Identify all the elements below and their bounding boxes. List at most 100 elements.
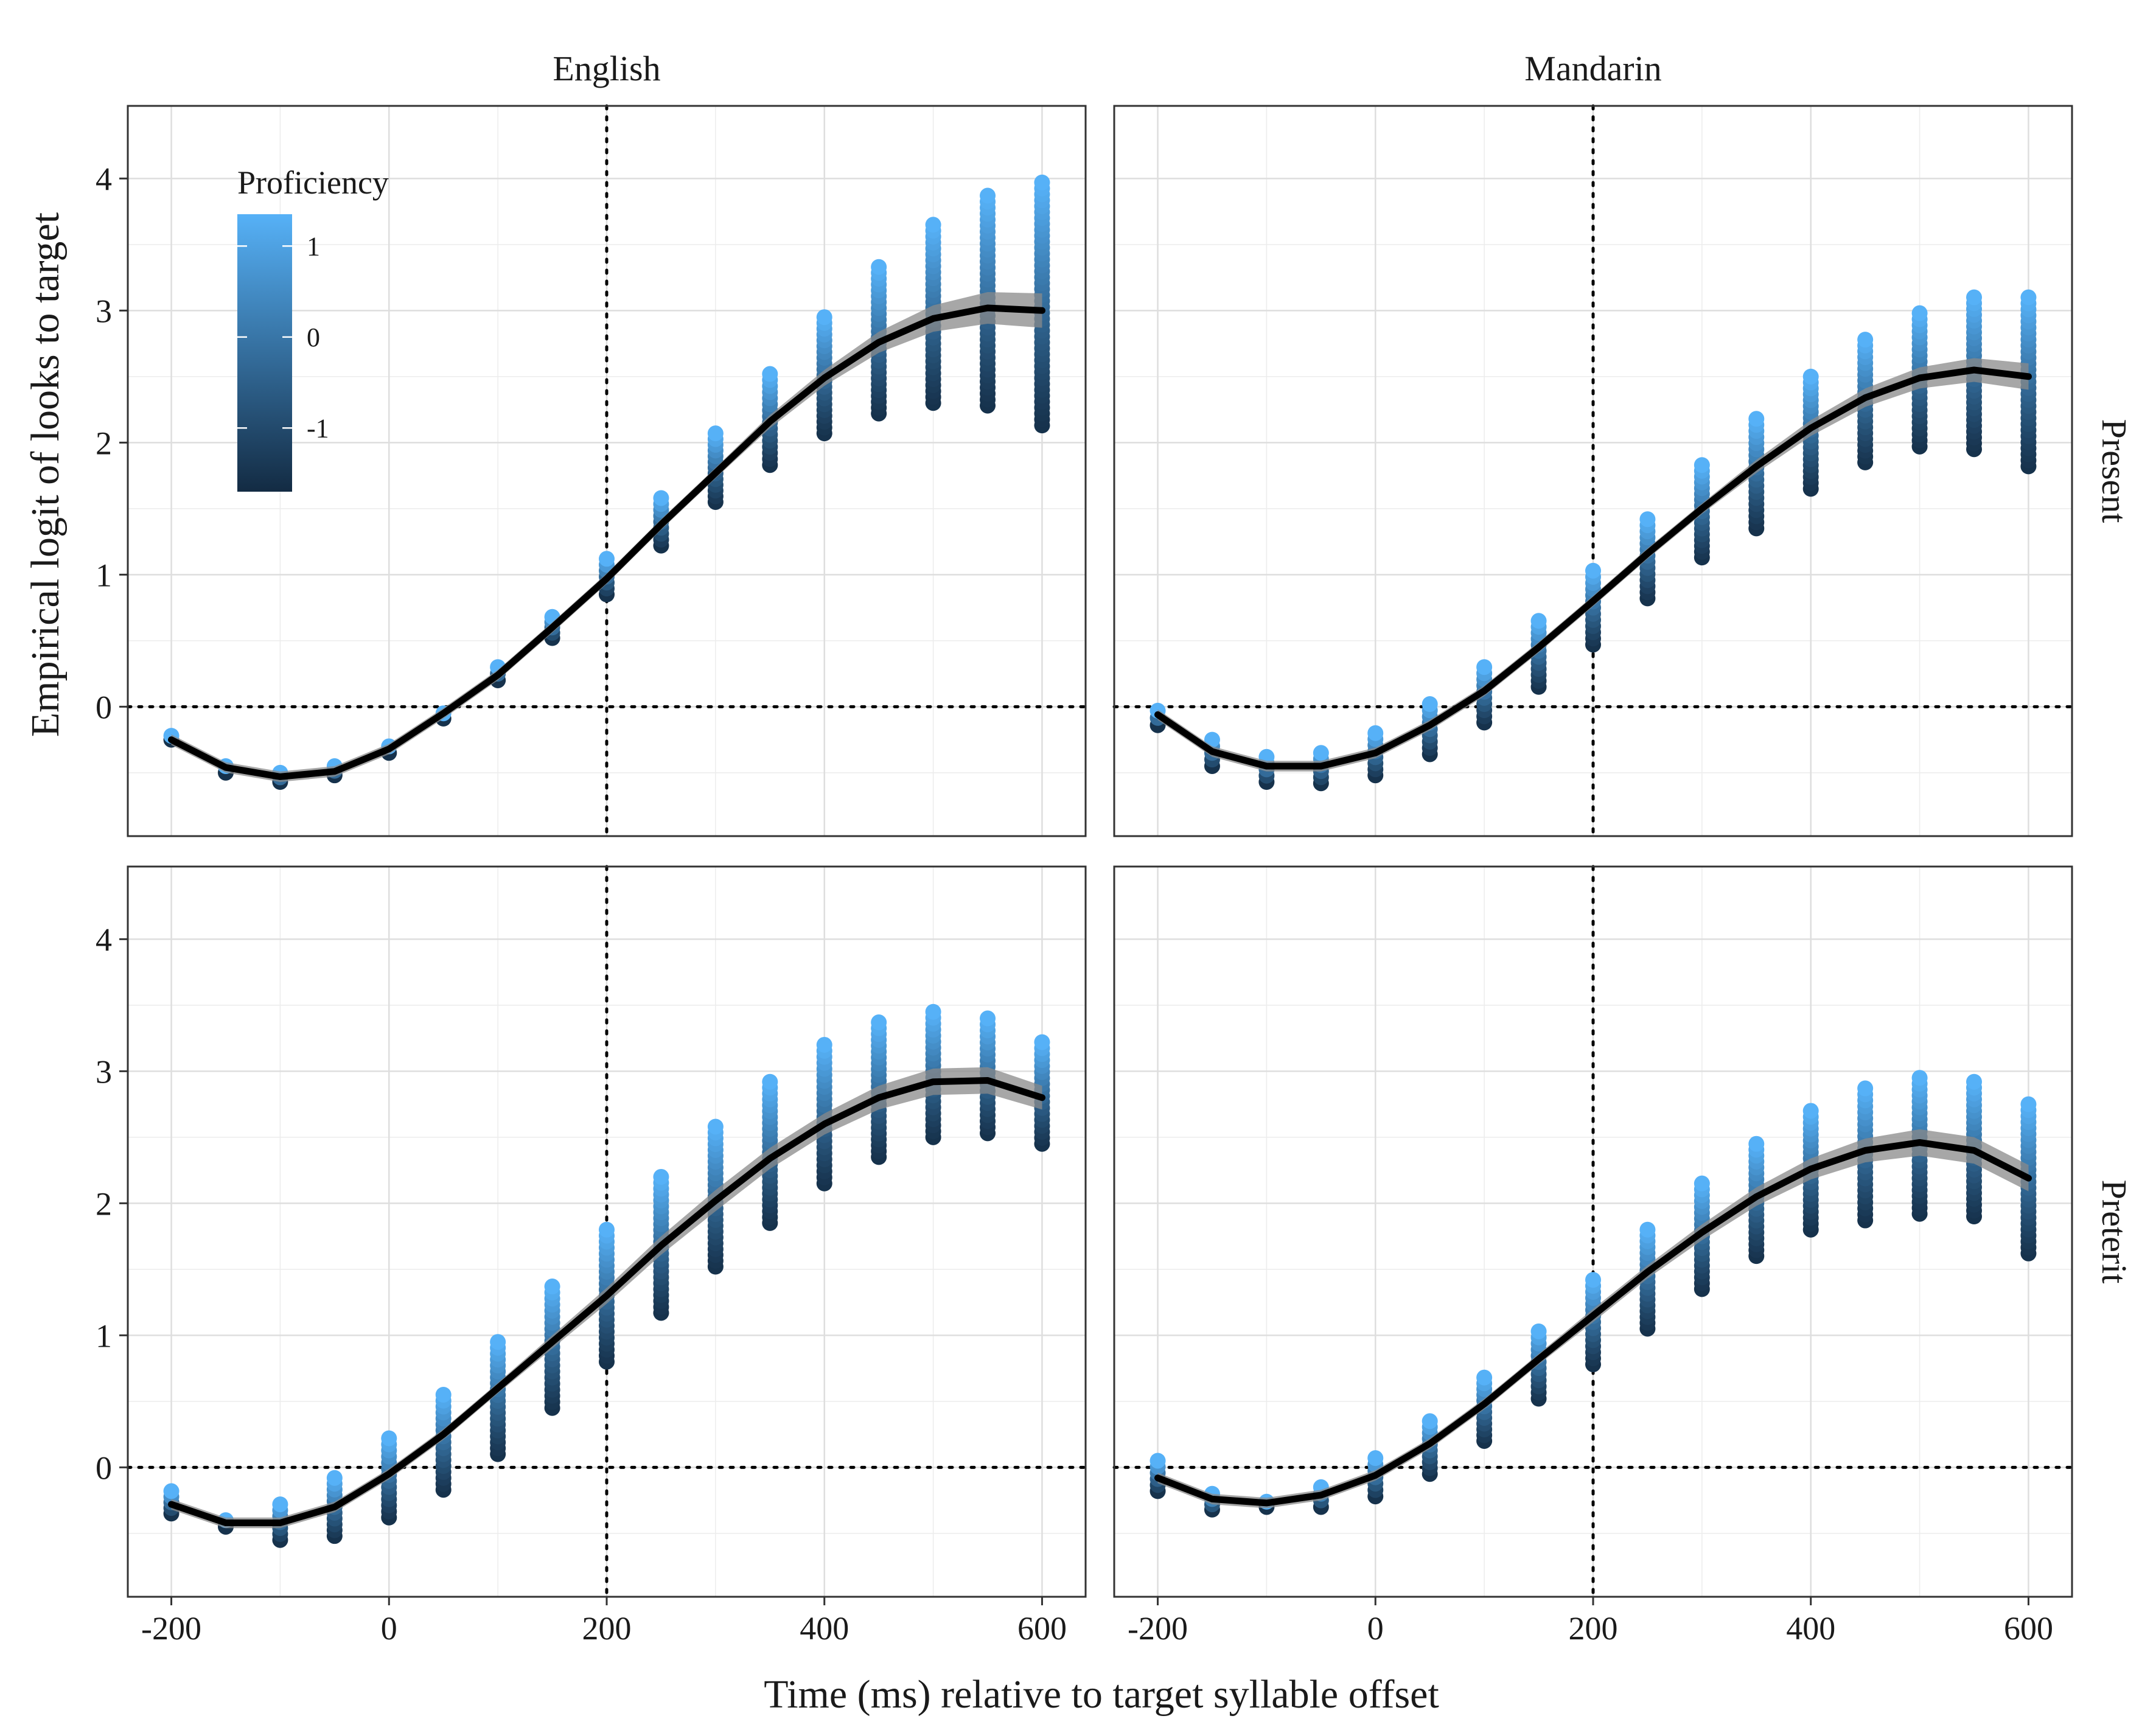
fitted-line	[168, 1077, 1045, 1526]
facet-label-preterit: Preterit	[2095, 1180, 2134, 1284]
legend-title: Proficiency	[237, 164, 389, 201]
x-tick-label: 600	[2004, 1610, 2053, 1647]
data-point	[381, 1430, 397, 1446]
fitted-line	[168, 304, 1045, 780]
data-point	[326, 1470, 343, 1486]
x-tick-label: 400	[800, 1610, 849, 1647]
data-point	[163, 1483, 180, 1499]
y-tick-label: 4	[96, 161, 112, 197]
data-point	[490, 1334, 506, 1350]
data-point	[1694, 1175, 1710, 1191]
data-point	[1748, 411, 1765, 427]
legend-tick-label: 0	[307, 323, 320, 352]
fitted-line	[1154, 1139, 2032, 1507]
x-tick-label: 600	[1017, 1610, 1067, 1647]
data-point	[272, 1496, 288, 1513]
y-tick-label: 4	[96, 921, 112, 958]
fit-english-present	[168, 292, 1045, 782]
data-point	[599, 551, 615, 567]
data-point	[1422, 1413, 1438, 1429]
data-point	[1585, 1272, 1601, 1288]
data-point	[1034, 174, 1050, 190]
x-tick-label: 200	[582, 1610, 632, 1647]
data-point	[1857, 1080, 1874, 1097]
y-tick-label: 3	[96, 293, 112, 329]
data-point	[2020, 1096, 2037, 1112]
panel-english-preterit: 0 1 2 3 4 -200 0 200 400 600	[96, 865, 1087, 1647]
data-point	[1530, 1323, 1547, 1339]
panel-mandarin-present	[1112, 104, 2074, 838]
data-point	[1911, 1070, 1928, 1086]
x-tick-label: -200	[141, 1610, 201, 1647]
y-tick-label: 2	[96, 425, 112, 461]
fit-mandarin-present	[1154, 358, 2032, 772]
y-tick-label: 1	[96, 557, 112, 593]
fit-english-preterit	[168, 1067, 1045, 1529]
panels-layer: English Mandarin Present Preterit 0 1 2 3 4 0 1 2 3 4…	[96, 49, 2134, 1647]
data-point	[1585, 562, 1601, 579]
y-tick-label: 0	[96, 689, 112, 725]
data-point	[980, 187, 996, 204]
data-point	[1313, 745, 1329, 761]
data-point	[1802, 1103, 1819, 1119]
data-point	[1150, 1453, 1166, 1469]
panel-border	[127, 105, 1087, 837]
data-point	[1802, 368, 1819, 385]
x-axis-title: Time (ms) relative to target syllable of…	[764, 1672, 1439, 1717]
legend-tick-label: -1	[307, 413, 329, 443]
data-point	[1367, 1450, 1384, 1467]
data-point	[1530, 613, 1547, 629]
data-point	[1476, 1369, 1493, 1386]
facet-label-present: Present	[2095, 419, 2134, 523]
data-point	[871, 259, 887, 275]
facet-label-english: English	[553, 49, 660, 88]
data-point	[980, 1010, 996, 1027]
data-point	[599, 1221, 615, 1238]
data-point	[707, 425, 724, 442]
data-point	[762, 366, 778, 382]
data-point	[1367, 725, 1384, 741]
legend: Proficiency 1 0 -1	[237, 164, 389, 492]
data-point	[1694, 457, 1710, 473]
panel-mandarin-preterit: -200 0 200 400 600	[1112, 865, 2074, 1647]
legend-tick-label: 1	[307, 231, 320, 261]
x-tick-label: 0	[1367, 1610, 1384, 1647]
y-tick-label: 1	[96, 1317, 112, 1354]
data-point	[653, 1168, 669, 1185]
legend-colorbar	[237, 214, 292, 492]
data-point	[1639, 511, 1656, 528]
x-tick-label: 200	[1569, 1610, 1618, 1647]
data-point	[925, 217, 941, 233]
data-point	[762, 1073, 778, 1090]
data-point	[653, 490, 669, 506]
data-point	[1748, 1136, 1765, 1152]
data-point	[816, 309, 832, 326]
data-point	[1476, 659, 1493, 675]
data-point	[435, 1386, 452, 1403]
data-point	[1911, 305, 1928, 321]
data-point	[1966, 1073, 1983, 1090]
fitted-line	[1154, 366, 2032, 770]
panel-border	[1113, 105, 2073, 837]
y-tick-label: 3	[96, 1053, 112, 1090]
points-english-present	[163, 174, 1050, 790]
data-point	[925, 1003, 941, 1020]
x-tick-label: 0	[381, 1610, 397, 1647]
data-point	[871, 1014, 887, 1031]
y-tick-label: 2	[96, 1185, 112, 1222]
x-tick-label: 400	[1786, 1610, 1835, 1647]
data-point	[1639, 1221, 1656, 1238]
data-point	[707, 1118, 724, 1135]
facet-label-mandarin: Mandarin	[1524, 49, 1662, 88]
data-point	[1034, 1034, 1050, 1050]
y-tick-label: 0	[96, 1450, 112, 1486]
data-point	[544, 1279, 560, 1295]
data-point	[816, 1036, 832, 1053]
data-point	[1966, 289, 1983, 305]
y-axis-title: Empirical logit of looks to target	[23, 212, 68, 737]
data-point	[1422, 696, 1438, 713]
fit-mandarin-preterit	[1154, 1129, 2032, 1509]
